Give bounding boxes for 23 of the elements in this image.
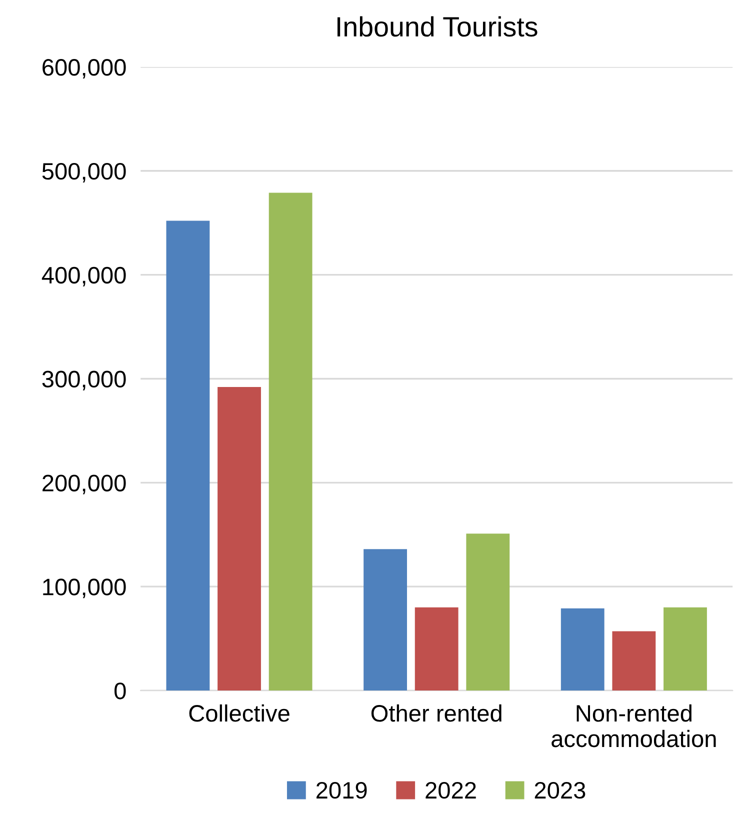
y-tick-label: 600,000 xyxy=(42,59,126,79)
y-tick-label: 500,000 xyxy=(42,162,126,182)
bar xyxy=(612,631,656,691)
chart-title: Inbound Tourists xyxy=(338,16,538,37)
legend-label: 2022 xyxy=(426,782,476,799)
bar xyxy=(364,549,407,691)
bar xyxy=(664,607,707,691)
x-tick-label: Other rented xyxy=(371,704,502,722)
bar xyxy=(560,608,604,691)
bar xyxy=(466,534,510,691)
legend-label: 2023 xyxy=(534,782,586,799)
bar xyxy=(166,220,210,691)
bar xyxy=(414,607,458,691)
y-tick-label: 100,000 xyxy=(43,578,126,598)
bar xyxy=(218,387,261,691)
x-tick-label: Non-rented accommodation xyxy=(552,704,716,748)
bar xyxy=(268,192,312,691)
y-tick-label: 0 xyxy=(114,682,126,700)
legend-label: 2019 xyxy=(316,782,367,799)
y-tick-label: 300,000 xyxy=(42,370,126,390)
x-tick-label: Collective xyxy=(189,704,290,722)
y-tick-label: 200,000 xyxy=(42,474,126,494)
y-tick-label: 400,000 xyxy=(42,266,126,286)
